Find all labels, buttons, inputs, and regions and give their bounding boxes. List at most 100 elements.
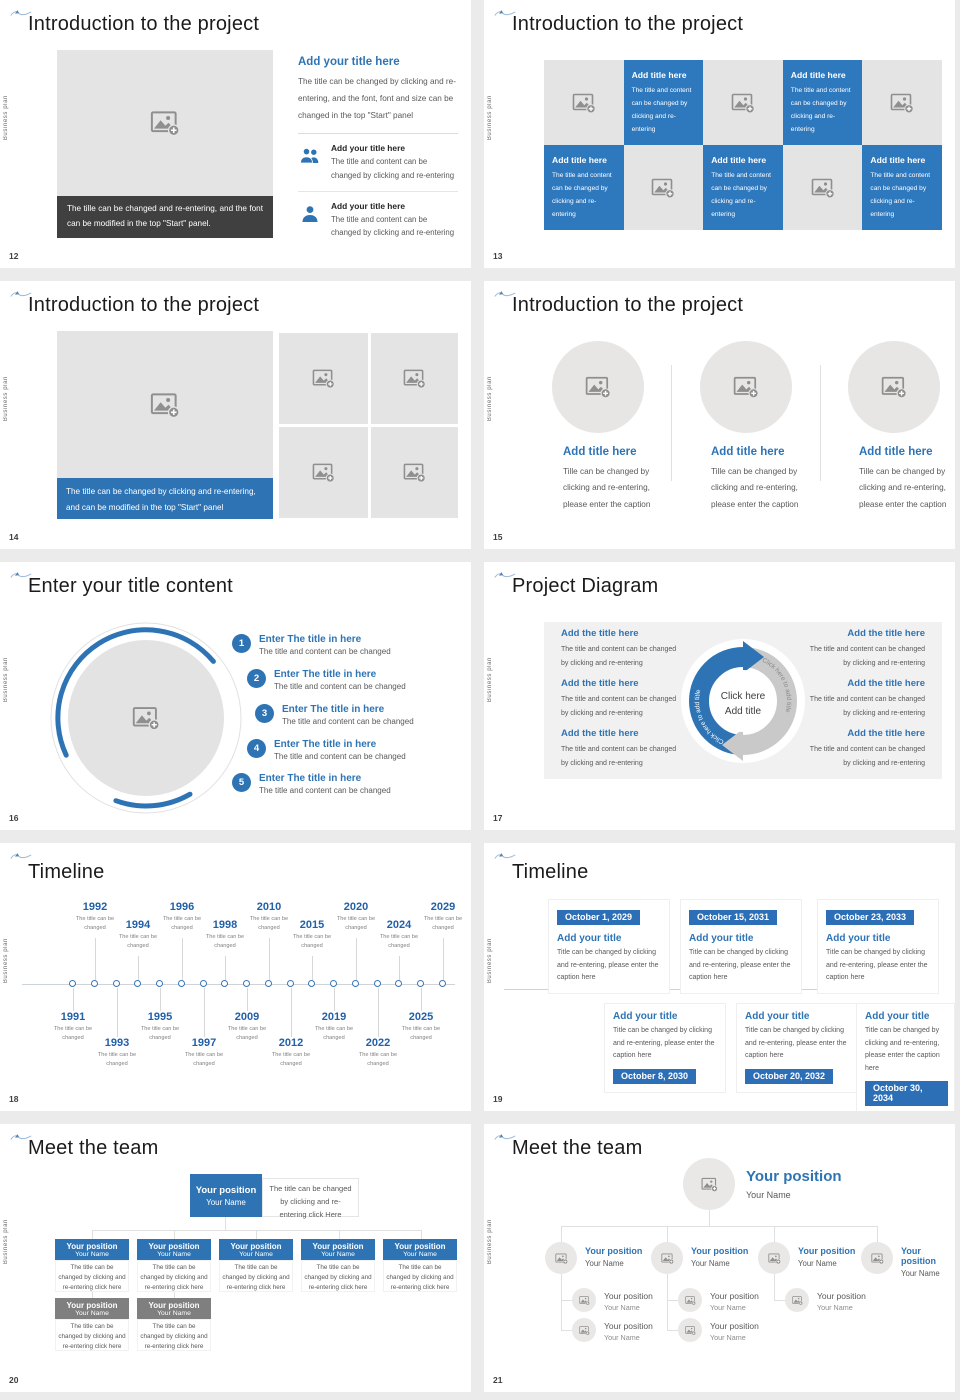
column-body: Tille can be changed by clicking and re-…	[563, 467, 651, 509]
card-title: Add your title	[613, 1011, 678, 1022]
org-box: Your position Your Name	[383, 1239, 457, 1260]
divider	[671, 365, 672, 481]
add-image-icon	[150, 390, 180, 420]
timeline-entry: 2015 The title can be changed	[288, 919, 336, 987]
entry-caption: The title can be changed	[292, 934, 332, 949]
timeline-entry: 1993 The title can be changed	[93, 980, 141, 1069]
list-item-body: The title and content can be changed by …	[331, 214, 455, 238]
slide-17-thumbnail[interactable]: Business plan Project Diagram Add the ti…	[484, 562, 955, 830]
org-box-body: The title can be changed by clicking and…	[301, 1260, 375, 1292]
item-title: Enter The title in here	[259, 634, 362, 645]
step-number: 4	[247, 739, 266, 758]
connector	[667, 1330, 678, 1331]
feature-list: Add your title here The title and conten…	[298, 133, 458, 248]
org-box-root: Your position Your Name	[190, 1174, 262, 1217]
slide-13-thumbnail[interactable]: Business plan Introduction to the projec…	[484, 0, 955, 268]
position-label: Your position	[195, 1184, 257, 1196]
item-title: Add the title here	[561, 628, 639, 639]
cycle-arrows-diagram: Click here to add title Click here to ad…	[681, 639, 805, 763]
position-label: Your position	[798, 1246, 856, 1256]
list-item-title: Add your title here	[331, 143, 405, 154]
item-title: Enter The title in here	[274, 669, 377, 680]
step-number: 1	[232, 634, 251, 653]
cell-title: Add title here	[790, 70, 846, 80]
org-box-body: The title can be changed by clicking and…	[137, 1260, 211, 1292]
cell-body: The title and content can be changed by …	[631, 87, 692, 133]
slide-18-thumbnail[interactable]: Business plan Timeline 1991 The title can…	[0, 843, 471, 1111]
timeline-card: October 23, 2033 Add your title Title ca…	[817, 899, 939, 994]
connector	[92, 1292, 93, 1298]
position-label: Your position	[746, 1168, 842, 1185]
add-image-icon	[871, 1252, 884, 1265]
connector	[561, 1226, 877, 1227]
page-number: 16	[9, 813, 19, 823]
sidebar-vertical-label: Business plan	[487, 1219, 493, 1265]
name-label: Your Name	[157, 1309, 191, 1317]
name-label: Your Name	[901, 1269, 940, 1278]
name-label: Your Name	[746, 1190, 791, 1200]
connector	[667, 1226, 668, 1242]
image-placeholder-circle	[552, 341, 644, 433]
slide-16-thumbnail[interactable]: Business plan Enter your title content 1…	[0, 562, 471, 830]
slide-20-title: Meet the team	[28, 1137, 159, 1159]
list-item: Add your title here The title and conten…	[298, 134, 458, 190]
avatar-circle	[678, 1288, 702, 1312]
circle-column: Add title here Tille can be changed by c…	[700, 341, 820, 513]
add-image-icon	[579, 1325, 590, 1336]
cell-body: The title and content can be changed by …	[870, 172, 931, 218]
name-label: Your Name	[817, 1303, 853, 1312]
position-label: Your position	[230, 1241, 282, 1251]
timeline-entry: 1994 The title can be changed	[114, 919, 162, 987]
cell-title: Add title here	[870, 155, 926, 165]
connector	[561, 1300, 572, 1301]
add-image-icon	[132, 704, 160, 732]
add-image-icon	[661, 1252, 674, 1265]
page-number: 14	[9, 532, 19, 542]
cell-title: Add title here	[552, 155, 607, 165]
checker-grid: Add title here The title and content can…	[544, 60, 942, 230]
text-cell: Add title here The title and content can…	[544, 145, 624, 230]
add-image-icon	[701, 1176, 718, 1193]
name-label: Your Name	[75, 1309, 109, 1317]
position-label: Your position	[604, 1321, 653, 1331]
year-label: 1993	[104, 1037, 130, 1049]
column-body: Tille can be changed by clicking and re-…	[859, 467, 947, 509]
connector	[92, 1230, 422, 1231]
slide-20-thumbnail[interactable]: Business plan Meet the team Your positio…	[0, 1124, 471, 1392]
date-badge: October 23, 2033	[826, 910, 915, 925]
connector	[774, 1274, 775, 1300]
slide-16-title: Enter your title content	[28, 575, 233, 597]
sidebar-vertical-label: Business plan	[487, 657, 493, 703]
add-image-icon	[733, 374, 759, 400]
center-line2: Add title	[724, 706, 762, 717]
name-label: Your Name	[157, 1250, 191, 1258]
card-title: Add your title	[557, 933, 622, 944]
year-label: 2009	[234, 1011, 260, 1023]
image-cell	[623, 145, 704, 230]
slide-21-thumbnail[interactable]: Business plan Meet the team Your positio…	[484, 1124, 955, 1392]
image-placeholder	[371, 333, 458, 424]
slide-18-title: Timeline	[28, 861, 105, 883]
add-image-icon	[403, 367, 426, 390]
sidebar-vertical-label: Business plan	[487, 938, 493, 984]
panel-body: The title can be changed by clicking and…	[298, 77, 456, 120]
cell-body: The title and content can be changed by …	[552, 172, 612, 218]
page-number: 17	[493, 813, 503, 823]
divider	[820, 365, 821, 481]
slide-14-thumbnail[interactable]: Business plan Introduction to the projec…	[0, 281, 471, 549]
circle-diagram	[50, 622, 242, 814]
entry-caption: The title can be changed	[53, 1026, 93, 1041]
numbered-item: 5 Enter The title in here The title and …	[232, 773, 432, 795]
sidebar-vertical-label: Business plan	[3, 938, 9, 984]
slide-12-thumbnail[interactable]: Business plan Introduction to the projec…	[0, 0, 471, 268]
item-body: The title and content can be changed	[259, 786, 391, 795]
item-body: The title and content can be changed by …	[809, 646, 925, 667]
entry-caption: The title can be changed	[314, 1026, 354, 1041]
slide-15-thumbnail[interactable]: Business plan Introduction to the projec…	[484, 281, 955, 549]
card-title: Add your title	[826, 933, 891, 944]
text-cell: Add title here The title and content can…	[703, 145, 783, 230]
add-image-icon	[312, 367, 335, 390]
position-label: Your position	[901, 1246, 936, 1266]
slide-19-thumbnail[interactable]: Business plan Timeline October 1, 2029 A…	[484, 843, 955, 1111]
diagram-item: Add the title here The title and content…	[805, 678, 925, 720]
